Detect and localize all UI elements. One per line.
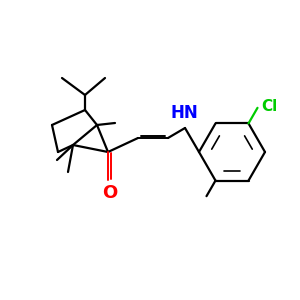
Text: Cl: Cl xyxy=(262,99,278,114)
Text: HN: HN xyxy=(170,104,198,122)
Text: O: O xyxy=(102,184,118,202)
